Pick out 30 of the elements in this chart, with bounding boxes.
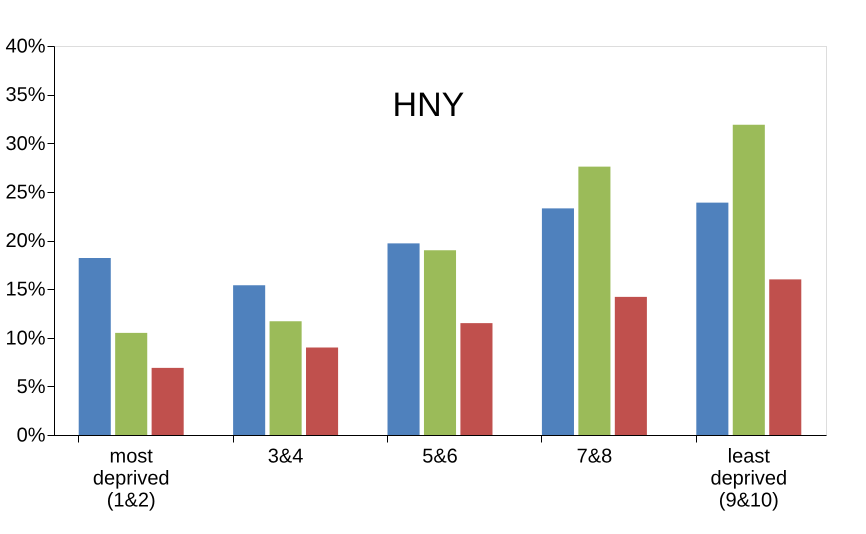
x-tick-label: 5&6 (422, 446, 458, 468)
y-tick-label: 5% (16, 376, 46, 398)
bar (578, 166, 610, 435)
x-tick-label: 7&8 (576, 446, 612, 468)
bar (306, 347, 338, 435)
y-tick-label: 40% (5, 36, 46, 58)
y-tick-label: 35% (5, 84, 46, 106)
x-tick-label: least deprived (9&10) (710, 446, 788, 512)
bar (460, 323, 492, 435)
bar (115, 332, 148, 435)
bar (270, 321, 302, 435)
text: HNY (392, 86, 464, 124)
bar (696, 202, 728, 435)
bar (542, 208, 574, 435)
bar (152, 368, 184, 435)
bar (233, 285, 266, 435)
y-tick-label: 0% (16, 424, 46, 446)
x-tick-label: most deprived (1&2) (92, 446, 170, 512)
bar (732, 124, 765, 435)
y-tick-label: 30% (5, 132, 46, 155)
bar (769, 279, 802, 435)
bar (614, 296, 647, 435)
y-tick-label: 25% (5, 181, 46, 204)
y-tick-label: 10% (5, 327, 46, 350)
bar (388, 243, 420, 435)
y-tick-label: 15% (5, 278, 46, 301)
bar (78, 258, 111, 435)
bar (424, 250, 456, 435)
x-tick-label: 3&4 (268, 446, 304, 468)
y-tick-label: 20% (5, 230, 46, 252)
